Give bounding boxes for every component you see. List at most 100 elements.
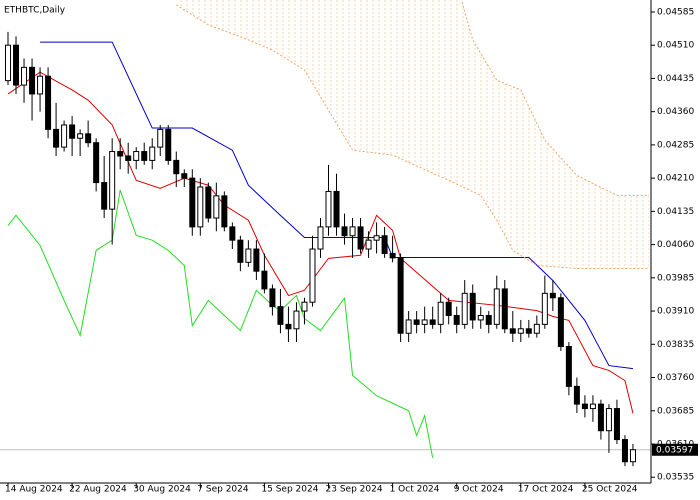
candle-body bbox=[21, 66, 28, 86]
candle-body bbox=[549, 292, 556, 299]
candle-body bbox=[573, 385, 580, 405]
candle-body bbox=[269, 288, 276, 308]
y-tick-label: 0.04360 bbox=[657, 107, 694, 117]
candle-body bbox=[429, 319, 436, 325]
cloud-fill bbox=[176, 0, 649, 269]
candle-body bbox=[445, 301, 452, 317]
candle-body bbox=[277, 306, 284, 325]
candle-body bbox=[469, 292, 476, 321]
candle-body bbox=[133, 151, 140, 161]
candle-body bbox=[181, 173, 188, 179]
candle-body bbox=[341, 226, 348, 237]
candle-body bbox=[509, 328, 516, 334]
candle-body bbox=[93, 142, 100, 184]
y-tick-label: 0.04060 bbox=[657, 240, 694, 250]
plot-area bbox=[0, 0, 651, 467]
x-tick-label: 9 Oct 2024 bbox=[454, 485, 504, 495]
candle-body bbox=[109, 151, 116, 210]
candle-body bbox=[117, 151, 124, 157]
candle-body bbox=[589, 403, 596, 410]
candle-body bbox=[613, 408, 620, 441]
candle-body bbox=[205, 186, 212, 219]
last-price-box bbox=[652, 443, 698, 456]
candle-body bbox=[61, 124, 68, 148]
candle-body bbox=[533, 323, 540, 334]
candle-body bbox=[197, 186, 204, 228]
candle-body bbox=[245, 248, 252, 263]
candle-body bbox=[629, 449, 636, 463]
candle-body bbox=[85, 133, 92, 144]
candle-body bbox=[349, 226, 356, 237]
x-tick-label: 15 Sep 2024 bbox=[261, 485, 318, 495]
candle-body bbox=[413, 319, 420, 325]
candle-body bbox=[557, 297, 564, 348]
y-tick-label: 0.03910 bbox=[657, 307, 694, 317]
candle-body bbox=[565, 346, 572, 387]
candle-body bbox=[493, 288, 500, 325]
x-tick-label: 25 Oct 2024 bbox=[582, 485, 638, 495]
indicator-line bbox=[40, 41, 634, 370]
candle-body bbox=[525, 328, 532, 334]
candle-body bbox=[37, 75, 44, 95]
candle-body bbox=[357, 226, 364, 250]
candle-body bbox=[157, 128, 164, 148]
candle-body bbox=[621, 439, 628, 463]
candle-body bbox=[125, 155, 132, 161]
y-tick-label: 0.03685 bbox=[657, 406, 694, 416]
candle-body bbox=[45, 75, 52, 130]
candle-body bbox=[53, 128, 60, 148]
candle-body bbox=[453, 315, 460, 325]
indicator-line bbox=[7, 189, 434, 458]
candle-body bbox=[301, 301, 308, 312]
y-tick-label: 0.04510 bbox=[657, 41, 694, 51]
candle-body bbox=[517, 328, 524, 334]
y-tick-label: 0.04435 bbox=[657, 74, 694, 84]
x-tick-label: 17 Oct 2024 bbox=[518, 485, 574, 495]
candle-body bbox=[485, 315, 492, 325]
candle-body bbox=[213, 195, 220, 219]
x-tick-label: 14 Aug 2024 bbox=[5, 485, 63, 495]
candle-body bbox=[477, 315, 484, 321]
chart-title: ETHBTC,Daily bbox=[4, 6, 66, 16]
candle-body bbox=[461, 292, 468, 325]
candle-body bbox=[373, 235, 380, 241]
candle-body bbox=[397, 257, 404, 334]
candle-body bbox=[405, 319, 412, 334]
cloud-span-line bbox=[460, 0, 649, 196]
candle-body bbox=[437, 301, 444, 325]
candle-body bbox=[253, 248, 260, 272]
y-tick-label: 0.04135 bbox=[657, 207, 694, 217]
candle-body bbox=[285, 323, 292, 330]
candle-body bbox=[261, 270, 268, 290]
y-tick-label: 0.03985 bbox=[657, 273, 694, 283]
x-tick-label: 7 Sep 2024 bbox=[197, 485, 249, 495]
x-tick-label: 30 Aug 2024 bbox=[133, 485, 191, 495]
candle-body bbox=[101, 182, 108, 210]
candle-body bbox=[333, 190, 340, 228]
y-tick-label: 0.03835 bbox=[657, 340, 694, 350]
candle-body bbox=[605, 408, 612, 432]
candle-body bbox=[581, 403, 588, 410]
candle-body bbox=[541, 292, 548, 325]
candle-body bbox=[221, 195, 228, 228]
y-tick-label: 0.03760 bbox=[657, 373, 694, 383]
x-tick-label: 1 Oct 2024 bbox=[390, 485, 440, 495]
candle-body bbox=[69, 124, 76, 139]
last-price-label: 0.03597 bbox=[656, 445, 693, 455]
x-tick-label: 22 Aug 2024 bbox=[69, 485, 127, 495]
candle-body bbox=[237, 239, 244, 263]
candle-body bbox=[189, 177, 196, 228]
candle-body bbox=[501, 288, 508, 330]
candle-body bbox=[309, 248, 316, 303]
candle-body bbox=[5, 44, 12, 82]
y-tick-label: 0.04585 bbox=[657, 7, 694, 17]
candle-body bbox=[365, 239, 372, 250]
x-tick-label: 23 Sep 2024 bbox=[326, 485, 383, 495]
y-tick-label: 0.04285 bbox=[657, 140, 694, 150]
candle-body bbox=[173, 159, 180, 175]
y-tick-label: 0.03535 bbox=[657, 473, 694, 483]
candle-body bbox=[421, 319, 428, 325]
candle-body bbox=[293, 310, 300, 330]
candle-body bbox=[141, 151, 148, 161]
